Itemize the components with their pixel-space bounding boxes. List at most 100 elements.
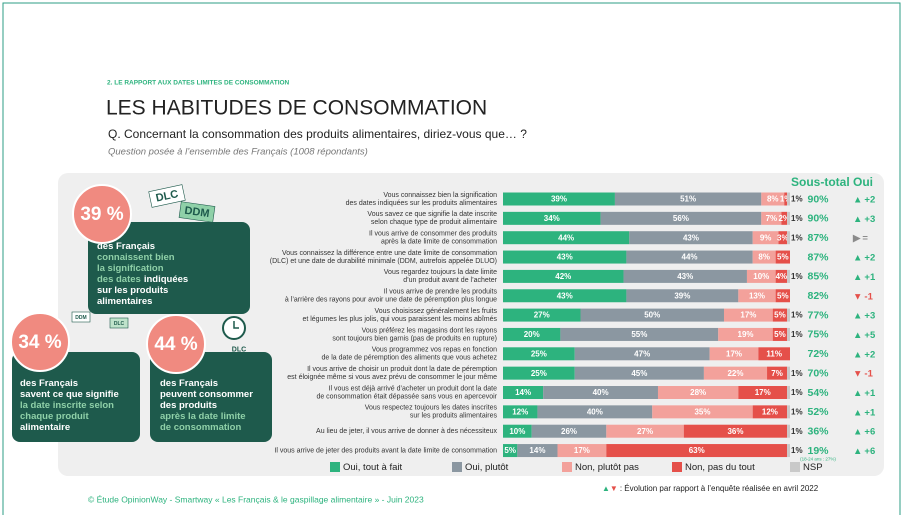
value-label: 47% [634,349,650,358]
bar-segment [787,425,790,438]
value-label: 1% [791,214,803,223]
value-label: 35% [694,407,710,416]
subtotal: 82% [807,290,829,302]
card-text: des dates [97,274,141,285]
evolution: ▲+5 [853,329,876,340]
value-label: 36% [727,427,743,436]
evolution: ▲+1 [853,271,876,282]
value-label: 5% [774,311,786,320]
value-label: 25% [531,349,547,358]
evolution-change: +6 [864,446,875,457]
evolution-change: +5 [864,329,876,340]
card-line: connaissent bien [97,252,175,263]
value-label: 20% [524,330,540,339]
subtotal: 90% [807,193,829,205]
percent: 39 % [80,204,123,225]
value-label: 26% [561,427,577,436]
row-label: d’un produit avant de l’acheter [403,277,497,284]
note-text: : Évolution par rapport à l’enquête réal… [620,484,819,493]
value-label: 27% [534,311,550,320]
row-label: Il vous est déjà arrivé d’acheter un pro… [329,385,498,392]
card-line: alimentaire [20,422,70,433]
value-label: 25% [531,369,547,378]
badge: à consommer de préférence avant [147,222,205,226]
evolution-change: +2 [864,194,875,205]
subtotal: 54% [807,387,829,399]
value-label: 28% [690,388,706,397]
card-text: la signification [97,263,164,274]
card-text: sur les produits [97,285,168,296]
subtotal: 52% [807,406,829,418]
legend-swatch [562,462,572,472]
value-label: 17% [755,388,771,397]
value-label: 39% [551,195,567,204]
card-line: sur les produits [97,285,168,296]
value-label: 8% [767,195,779,204]
badge-text: 15/06/23 [224,352,253,361]
row-label: (DLC) et une date de durabilité minimale… [270,258,497,265]
card-text: des Français [97,241,155,252]
evolution: ▲+6 [853,426,875,437]
value-label: 51% [680,195,696,204]
row-label: Vous connaissez bien la signification [383,192,497,199]
question: Q. Concernant la consommation des produi… [108,127,527,141]
row-label: Au lieu de jeter, il vous arrive de donn… [316,428,497,435]
bar-segment [787,270,790,283]
card-text: connaissent bien [97,252,175,263]
row-label: à l’arrière des rayons pour avoir une da… [285,297,497,304]
subtotal: 70% [807,367,829,379]
evolution-change: +2 [864,252,875,263]
row-label: sont toujours bien garnis (pas de produi… [332,335,497,342]
subtotal: 72% [807,348,829,360]
evolution: ▲+3 [853,310,875,321]
bar-segment [787,367,790,380]
evolution-arrow: ▲ [853,252,862,263]
value-label: 4% [776,272,788,281]
row-label: Vous connaissez la différence entre une … [282,250,497,257]
row-label: Vous respectez toujours les dates inscri… [365,405,498,412]
subtotal: 75% [807,329,829,341]
legend-swatch [790,462,800,472]
row-label: Il vous arrive de choisir un produit don… [307,366,497,373]
subtotal: 85% [807,271,829,283]
evolution: ▲+2 [853,194,875,205]
evolution: ▶= [852,233,868,244]
subtotal: 36% [807,425,829,437]
card-text: savent ce que signifie [20,389,119,400]
subtotal-title: Sous-total Oui [791,175,873,189]
subtotal: 77% [807,309,829,321]
evolution-change: +1 [864,407,876,418]
row-label: Il vous arrive de consommer des produits [369,231,497,238]
value-label: 44% [558,233,574,242]
value-label: 10% [753,272,769,281]
card-text: alimentaires [97,296,152,307]
evolution-change: +6 [864,426,875,437]
value-label: 43% [683,233,699,242]
evolution-arrow: ▲ [853,446,862,457]
subtotal: 19% [807,445,829,457]
evolution-change: -1 [864,368,873,379]
value-label: 12% [762,407,778,416]
bar-segment [787,444,790,457]
legend-swatch [452,462,462,472]
row-label: Il vous arrive de jeter des produits ava… [274,447,497,454]
legend-label: Non, plutôt pas [575,462,639,473]
badge-text: DDM [75,315,86,321]
bar-segment [787,328,790,341]
evolution: ▲+3 [853,213,875,224]
evolution-arrow: ▼ [853,368,862,379]
value-label: 11% [766,349,782,358]
badge: 15/06/23 [224,352,253,361]
note-down: ▼ [610,484,618,493]
title: LES HABITUDES DE CONSOMMATION [106,97,487,120]
value-label: 1% [791,427,803,436]
value-label: 50% [644,311,660,320]
value-label: 63% [689,446,705,455]
evolution-arrow: ▲ [853,349,862,360]
card-text: après la date limite [160,411,246,422]
value-label: 17% [574,446,590,455]
value-label: 17% [726,349,742,358]
value-label: 42% [555,272,571,281]
evolution-change: = [862,233,868,244]
card-text: des Français [160,378,218,389]
